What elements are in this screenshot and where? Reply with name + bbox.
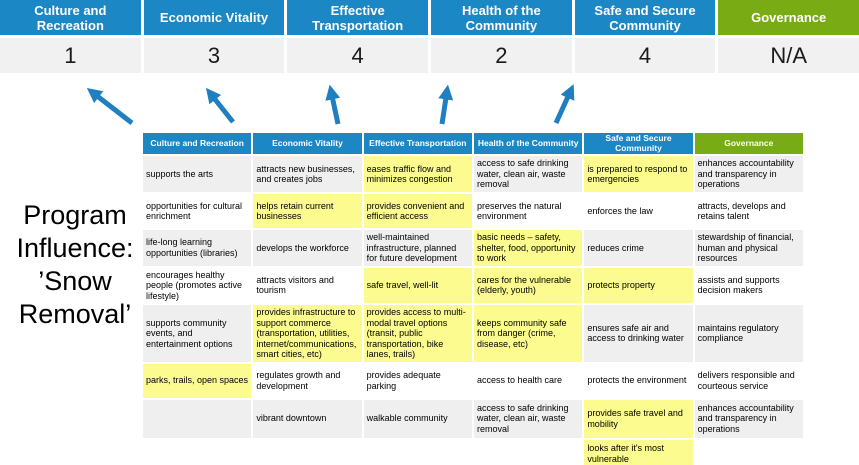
influence-arrows xyxy=(86,84,575,125)
matrix-cell: cares for the vulnerable (elderly, youth… xyxy=(473,267,583,303)
priority-box: Economic Vitality xyxy=(143,0,285,35)
matrix-cell: vibrant downtown xyxy=(253,399,362,438)
matrix-cell: provides infrastructure to support comme… xyxy=(253,305,362,362)
matrix-cell: preserves the natural environment xyxy=(473,194,583,228)
influence-arrow xyxy=(325,84,341,125)
matrix-cell: access to safe drinking water, clean air… xyxy=(473,156,583,192)
matrix-cell: basic needs – safety, shelter, food, opp… xyxy=(473,230,583,266)
matrix-cell: parks, trails, open spaces xyxy=(143,363,252,398)
matrix-header-cell: Health of the Community xyxy=(473,133,583,154)
matrix-cell: maintains regulatory compliance xyxy=(694,305,803,362)
matrix-header-cell: Effective Transportation xyxy=(363,133,472,154)
matrix-cell: protects property xyxy=(584,267,693,303)
matrix-cell: reduces crime xyxy=(584,230,693,266)
matrix-cell xyxy=(143,439,252,465)
matrix-header-cell: Governance xyxy=(694,133,803,154)
matrix-cell: enhances accountability and transparency… xyxy=(694,399,803,438)
matrix-row: parks, trails, open spaces regulates grow… xyxy=(143,363,803,398)
matrix-cell: encourages healthy people (promotes acti… xyxy=(143,267,252,303)
matrix-header-cell: Culture and Recreation xyxy=(143,133,252,154)
priority-band: Culture and Recreation Economic Vitality E… xyxy=(0,0,859,35)
matrix-cell xyxy=(253,439,362,465)
program-influence-title: Program Influence: ’Snow Removal’ xyxy=(16,200,134,329)
matrix-cell: access to safe drinking water, clean air… xyxy=(473,399,583,438)
matrix-row: opportunities for cultural enrichment hel… xyxy=(143,194,803,228)
matrix-cell: well-maintained infrastructure, planned … xyxy=(363,230,472,266)
matrix-cell: provides convenient and efficient access xyxy=(363,194,472,228)
matrix-cell: ensures safe air and access to drinking … xyxy=(584,305,693,362)
matrix-cell: assists and supports decision makers xyxy=(694,267,803,303)
priority-box: Safe and Secure Community xyxy=(574,0,716,35)
matrix-cell: enhances accountability and transparency… xyxy=(694,156,803,192)
priority-score-band: 1 3 4 2 4 N/A xyxy=(0,38,859,73)
matrix-cell: eases traffic flow and minimizes congest… xyxy=(363,156,472,192)
matrix-cell xyxy=(694,439,803,465)
matrix-cell: supports community events, and entertain… xyxy=(143,305,252,362)
matrix-row: supports community events, and entertain… xyxy=(143,305,803,362)
priority-score: 1 xyxy=(0,38,141,73)
priority-score: 4 xyxy=(574,38,716,73)
influence-matrix: Culture and Recreation Economic Vitality E… xyxy=(141,131,805,465)
priority-box: Culture and Recreation xyxy=(0,0,141,35)
influence-arrow xyxy=(438,84,454,125)
matrix-cell: is prepared to respond to emergencies xyxy=(584,156,693,192)
matrix-header-row: Culture and Recreation Economic Vitality E… xyxy=(143,133,803,154)
priority-score: N/A xyxy=(718,38,859,73)
matrix-cell: stewardship of financial, human and phys… xyxy=(694,230,803,266)
matrix-cell: delivers responsible and courteous servi… xyxy=(694,363,803,398)
matrix-header-cell: Safe and Secure Community xyxy=(584,133,693,154)
matrix-cell: looks after it's most vulnerable xyxy=(584,439,693,465)
matrix-body: supports the arts attracts new businesses… xyxy=(143,156,803,465)
priority-score: 3 xyxy=(143,38,285,73)
influence-arrow xyxy=(86,88,134,125)
matrix-cell xyxy=(363,439,472,465)
matrix-cell xyxy=(473,439,583,465)
matrix-cell: attracts, develops and retains talent xyxy=(694,194,803,228)
matrix-cell: life-long learning opportunities (librar… xyxy=(143,230,252,266)
priority-score: 2 xyxy=(431,38,572,73)
matrix-cell: attracts visitors and tourism xyxy=(253,267,362,303)
matrix-row: looks after it's most vulnerable xyxy=(143,439,803,465)
matrix-row: supports the arts attracts new businesses… xyxy=(143,156,803,192)
matrix-cell: attracts new businesses, and creates job… xyxy=(253,156,362,192)
priority-box: Governance xyxy=(718,0,859,35)
priority-box: Health of the Community xyxy=(431,0,572,35)
matrix-row: encourages healthy people (promotes acti… xyxy=(143,267,803,303)
matrix-cell: provides adequate parking xyxy=(363,363,472,398)
matrix-cell xyxy=(143,399,252,438)
priority-score: 4 xyxy=(287,38,428,73)
matrix-cell: opportunities for cultural enrichment xyxy=(143,194,252,228)
matrix-cell: supports the arts xyxy=(143,156,252,192)
matrix-cell: access to health care xyxy=(473,363,583,398)
matrix-cell: regulates growth and development xyxy=(253,363,362,398)
matrix-cell: provides access to multi-modal travel op… xyxy=(363,305,472,362)
priority-box: Effective Transportation xyxy=(287,0,428,35)
influence-arrow xyxy=(553,84,575,125)
matrix-cell: helps retain current businesses xyxy=(253,194,362,228)
matrix-row: life-long learning opportunities (librar… xyxy=(143,230,803,266)
matrix-cell: protects the environment xyxy=(584,363,693,398)
matrix-cell: develops the workforce xyxy=(253,230,362,266)
matrix-cell: safe travel, well-lit xyxy=(363,267,472,303)
matrix-cell: keeps community safe from danger (crime,… xyxy=(473,305,583,362)
influence-arrow xyxy=(205,87,235,124)
matrix-row: vibrant downtown walkable community access… xyxy=(143,399,803,438)
matrix-cell: provides safe travel and mobility xyxy=(584,399,693,438)
matrix-header-cell: Economic Vitality xyxy=(253,133,362,154)
matrix-cell: enforces the law xyxy=(584,194,693,228)
matrix-cell: walkable community xyxy=(363,399,472,438)
